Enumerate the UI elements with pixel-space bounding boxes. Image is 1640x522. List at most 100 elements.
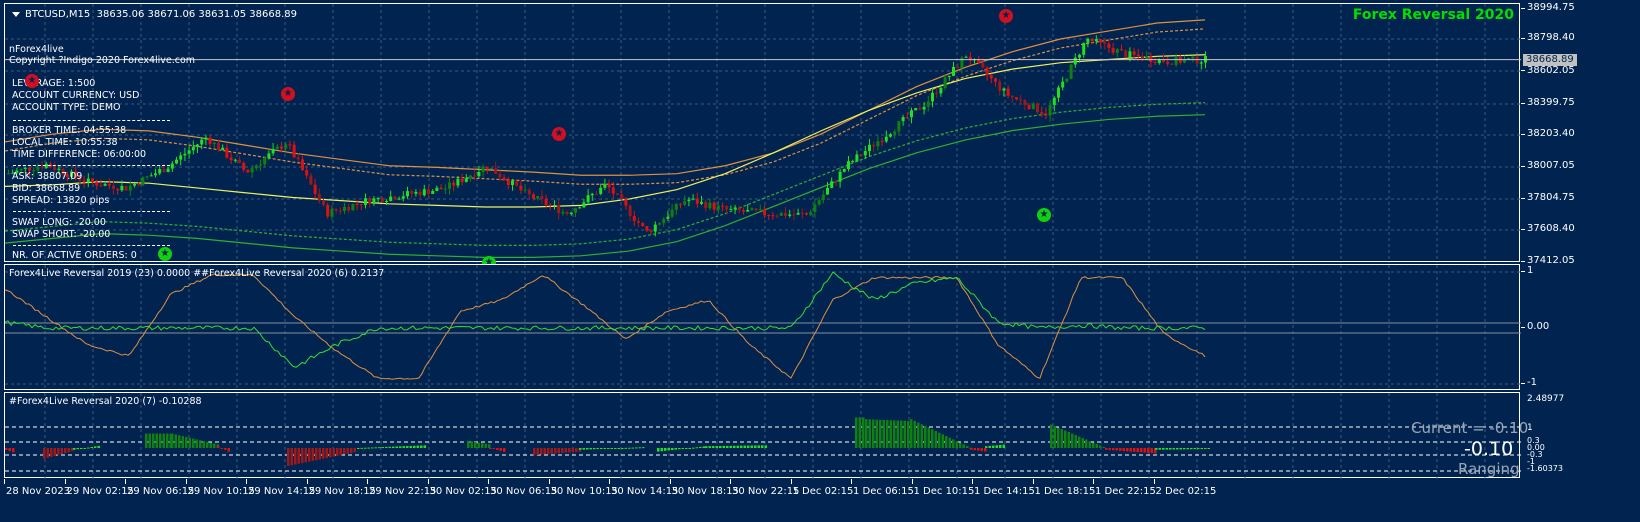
buy-signal-star-icon[interactable]: ★ bbox=[1037, 208, 1051, 222]
time-tick bbox=[246, 479, 247, 484]
time-tick bbox=[488, 479, 489, 484]
time-axis[interactable]: 28 Nov 2023 29 Nov 02:15 29 Nov 06:15 29 No… bbox=[0, 479, 1520, 522]
time-tick-label: 28 Nov 2023 bbox=[6, 486, 71, 497]
price-axis[interactable]: 38994.75 38798.40 38602.05 38399.75 3820… bbox=[1521, 2, 1640, 266]
time-tick-label: 30 Nov 02:15 bbox=[429, 486, 497, 497]
time-tick bbox=[1153, 479, 1155, 484]
time-tick-label: 29 Nov 02:15 bbox=[66, 486, 134, 497]
osc-tick-label: 0.00 bbox=[1527, 321, 1550, 332]
time-tick bbox=[609, 479, 610, 484]
time-tick-label: 1 Dec 10:15 bbox=[913, 486, 975, 497]
hist-tick-label: 1 bbox=[1527, 423, 1533, 433]
time-tick bbox=[367, 479, 368, 484]
time-tick bbox=[730, 479, 731, 484]
broker-time-text: BROKER TIME: 04:55:38 bbox=[12, 125, 127, 136]
price-tick-label: 38007.05 bbox=[1527, 160, 1575, 171]
oscillator-axis[interactable]: 1 0.00 -1 bbox=[1521, 264, 1640, 390]
time-tick-label: 30 Nov 18:15 bbox=[671, 486, 739, 497]
big-current-value: -0.10 bbox=[1464, 438, 1514, 460]
time-tick-label: 30 Nov 14:15 bbox=[611, 486, 679, 497]
price-chart-panel[interactable]: BTCUSD,M15 38635.06 38671.06 38631.05 38… bbox=[4, 3, 1521, 270]
histogram-axis[interactable]: 2.48977 1 0.3 0.00 -0.3 -1 -1.60373 bbox=[1521, 392, 1640, 478]
time-tick bbox=[972, 479, 973, 484]
hist-tick-label: 2.48977 bbox=[1527, 394, 1565, 404]
info-separator bbox=[13, 211, 170, 212]
account-currency-text: ACCOUNT CURRENCY: USD bbox=[12, 90, 140, 101]
symbol-name: BTCUSD,M15 bbox=[25, 9, 91, 20]
time-tick bbox=[1093, 479, 1094, 484]
hist-tick-label: -1.60373 bbox=[1527, 464, 1563, 473]
symbol-header: BTCUSD,M15 38635.06 38671.06 38631.05 38… bbox=[12, 9, 297, 20]
active-orders-text: NR. OF ACTIVE ORDERS: 0 bbox=[12, 250, 137, 261]
hist-tick-label: -1 bbox=[1527, 457, 1535, 466]
time-tick-label: 1 Dec 18:15 bbox=[1034, 486, 1096, 497]
info-separator bbox=[13, 165, 170, 166]
time-tick-label: 30 Nov 06:15 bbox=[490, 486, 558, 497]
market-state-text: Ranging bbox=[1458, 460, 1520, 478]
time-tick bbox=[185, 479, 187, 484]
sell-signal-star-icon[interactable]: ★ bbox=[999, 9, 1013, 23]
price-tick-label: 38203.40 bbox=[1527, 128, 1575, 139]
collapse-triangle-icon[interactable] bbox=[12, 11, 20, 17]
hist-tick-label: -0.3 bbox=[1527, 450, 1543, 459]
hist-tick-label: 0.3 bbox=[1527, 436, 1540, 445]
sell-signal-star-icon[interactable]: ★ bbox=[281, 87, 295, 101]
leverage-text: LEVERAGE: 1:500 bbox=[12, 78, 96, 89]
brand-line-2: Copyright ?Indigo 2020 Forex4live.com bbox=[9, 55, 196, 66]
histogram-label: #Forex4Live Reversal 2020 (7) -0.10288 bbox=[9, 396, 202, 407]
time-tick-label: 29 Nov 06:15 bbox=[127, 486, 195, 497]
buy-signal-star-icon[interactable]: ★ bbox=[158, 247, 172, 261]
time-tick-label: 1 Dec 02:15 bbox=[792, 486, 854, 497]
price-tick-label: 37608.40 bbox=[1527, 223, 1575, 234]
histogram-canvas[interactable] bbox=[5, 393, 1521, 479]
histogram-panel[interactable]: #Forex4Live Reversal 2020 (7) -0.10288 C… bbox=[4, 392, 1528, 479]
info-separator bbox=[13, 245, 170, 246]
time-tick bbox=[427, 479, 429, 484]
time-tick bbox=[851, 479, 852, 484]
time-tick bbox=[1032, 479, 1034, 484]
time-tick bbox=[669, 479, 671, 484]
price-tick-label: 38399.75 bbox=[1527, 97, 1575, 108]
time-tick bbox=[548, 479, 550, 484]
local-time-text: LOCAL TIME: 10:55:38 bbox=[12, 137, 118, 148]
time-tick-label: 1 Dec 14:15 bbox=[974, 486, 1035, 497]
time-tick-label: 1 Dec 22:15 bbox=[1095, 486, 1156, 497]
ohlc-values: 38635.06 38671.06 38631.05 38668.89 bbox=[96, 9, 298, 20]
indicator-brand-title: Forex Reversal 2020 bbox=[1352, 7, 1514, 23]
swap-long-text: SWAP LONG: -20.00 bbox=[12, 217, 106, 228]
swap-short-text: SWAP SHORT: -20.00 bbox=[12, 229, 111, 240]
time-tick-label: 29 Nov 18:15 bbox=[308, 486, 376, 497]
sell-signal-star-icon[interactable]: ★ bbox=[552, 127, 566, 141]
time-tick bbox=[125, 479, 126, 484]
price-tick-label: 37804.75 bbox=[1527, 192, 1575, 203]
account-type-text: ACCOUNT TYPE: DEMO bbox=[12, 102, 121, 113]
time-tick bbox=[790, 479, 792, 484]
sell-signal-star-icon[interactable]: ★ bbox=[25, 74, 39, 88]
info-separator bbox=[13, 120, 170, 121]
bid-text: BID: 38668.89 bbox=[12, 183, 81, 194]
oscillator-panel[interactable]: Forex4Live Reversal 2019 (23) 0.0000 ##F… bbox=[4, 264, 1521, 391]
time-tick-label: 29 Nov 22:15 bbox=[369, 486, 437, 497]
oscillator-label: Forex4Live Reversal 2019 (23) 0.0000 ##F… bbox=[9, 268, 385, 279]
price-tick-label: 37412.05 bbox=[1527, 255, 1575, 266]
spread-text: SPREAD: 13820 pips bbox=[12, 195, 110, 206]
time-tick-label: 1 Dec 06:15 bbox=[853, 486, 914, 497]
time-tick-label: 30 Nov 22:15 bbox=[732, 486, 800, 497]
oscillator-canvas[interactable] bbox=[4, 265, 1521, 391]
osc-tick-label: -1 bbox=[1527, 377, 1537, 388]
time-tick bbox=[64, 479, 66, 484]
time-tick bbox=[306, 479, 308, 484]
osc-tick-label: 1 bbox=[1527, 265, 1534, 276]
time-difference-text: TIME DIFFERENCE: 06:00:00 bbox=[12, 149, 147, 160]
time-tick-label: 2 Dec 02:15 bbox=[1155, 486, 1217, 497]
current-price-tag: 38668.89 bbox=[1523, 54, 1577, 66]
ask-text: ASK: 38807.09 bbox=[12, 171, 83, 182]
price-chart-canvas[interactable] bbox=[4, 4, 1521, 263]
hist-tick-label: 0.00 bbox=[1527, 443, 1545, 452]
time-tick bbox=[911, 479, 913, 484]
time-tick bbox=[4, 479, 5, 484]
time-tick-label: 29 Nov 14:15 bbox=[248, 486, 316, 497]
time-tick-label: 29 Nov 10:15 bbox=[187, 486, 255, 497]
brand-line-1: nForex4live bbox=[9, 44, 64, 55]
price-tick-label: 38602.05 bbox=[1527, 65, 1575, 76]
